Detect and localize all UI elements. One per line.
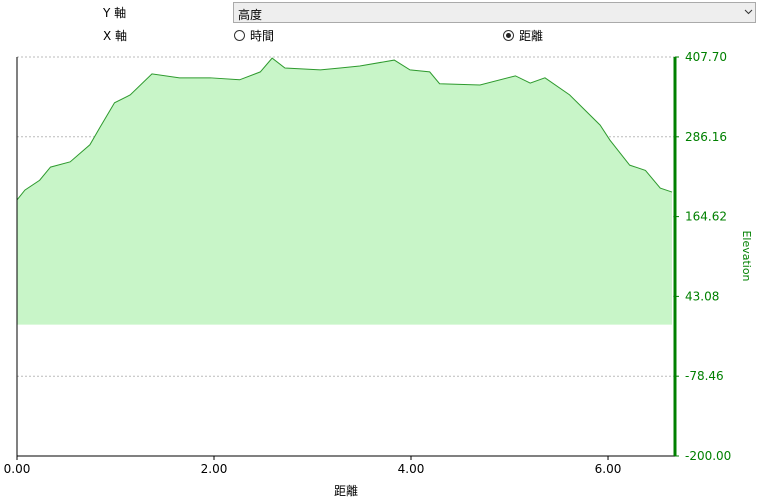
x-tick-label: 6.00 [595,462,622,476]
radio [234,30,245,41]
x-tick-label: 0.00 [4,462,31,476]
radio [503,30,514,41]
x-axis-label: X 軸 [103,29,128,43]
x-option[interactable]: 時間 [234,27,274,44]
x-option-label: 距離 [519,29,544,43]
area [17,58,673,325]
x-axis-title: 距離 [334,484,358,498]
y-tick-label: -200.00 [685,449,731,463]
y-tick-label: 286.16 [685,130,727,144]
y-tick-label: -78.46 [685,369,724,383]
dropdown-arrow [744,9,753,15]
y-tick-label: 407.70 [685,50,727,64]
x-tick-label: 4.00 [398,462,425,476]
y-select[interactable]: 高度 [233,2,756,23]
x-tick-label: 2.00 [201,462,228,476]
x-option-label: 時間 [250,29,275,43]
x-option[interactable]: 距離 [503,27,543,44]
y-axis-label: Y 軸 [103,6,127,20]
y-tick-label: 164.62 [685,210,727,224]
y-select-value: 高度 [238,8,263,22]
y-tick-label: 43.08 [685,289,719,303]
y-axis-title: Elevation [740,230,753,281]
line [16,57,673,201]
